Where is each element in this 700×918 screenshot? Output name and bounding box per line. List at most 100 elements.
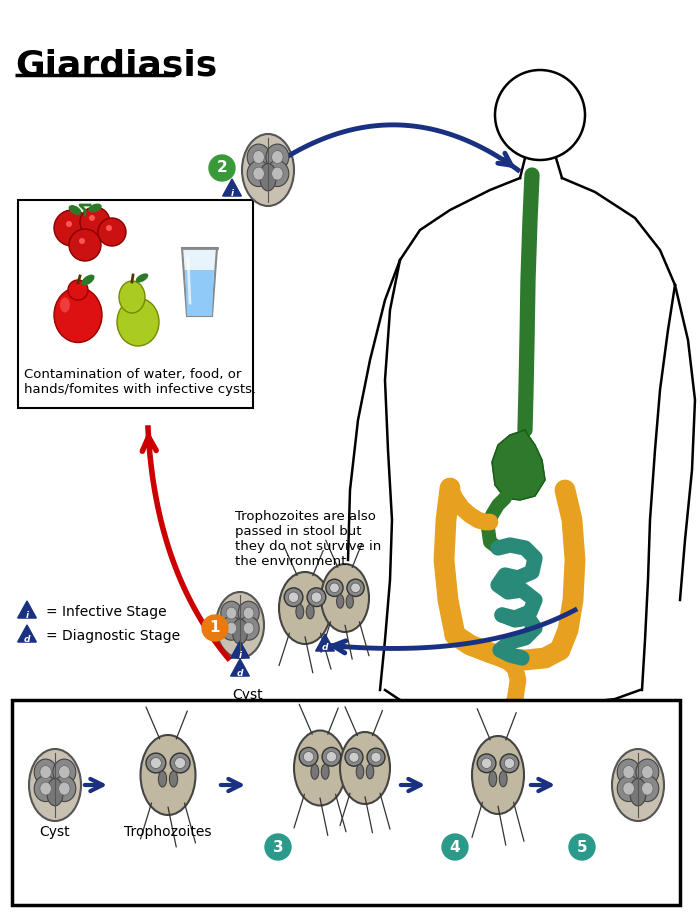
- Ellipse shape: [617, 776, 640, 801]
- Circle shape: [98, 218, 126, 246]
- Circle shape: [569, 834, 595, 860]
- Ellipse shape: [266, 161, 289, 186]
- Circle shape: [351, 583, 360, 593]
- Text: Contamination of water, food, or
hands/fomites with infective cysts.: Contamination of water, food, or hands/f…: [24, 368, 256, 396]
- Circle shape: [146, 753, 166, 773]
- Circle shape: [347, 579, 364, 597]
- Text: i: i: [25, 610, 29, 620]
- Circle shape: [345, 748, 363, 767]
- Ellipse shape: [69, 205, 81, 215]
- Circle shape: [150, 757, 162, 768]
- Ellipse shape: [247, 161, 270, 186]
- Ellipse shape: [253, 151, 265, 163]
- Ellipse shape: [136, 274, 148, 283]
- Circle shape: [482, 758, 492, 768]
- Ellipse shape: [266, 144, 289, 170]
- Circle shape: [326, 579, 343, 597]
- Ellipse shape: [272, 167, 283, 180]
- Ellipse shape: [642, 782, 653, 795]
- Polygon shape: [492, 430, 545, 500]
- Ellipse shape: [59, 766, 70, 778]
- Circle shape: [477, 754, 496, 773]
- Circle shape: [202, 615, 228, 641]
- Circle shape: [326, 752, 337, 762]
- Circle shape: [66, 221, 72, 227]
- Circle shape: [367, 748, 385, 767]
- Text: Giardiasis: Giardiasis: [15, 48, 217, 82]
- Ellipse shape: [489, 771, 497, 787]
- Circle shape: [174, 757, 186, 768]
- Ellipse shape: [642, 766, 653, 778]
- Ellipse shape: [321, 564, 369, 632]
- Text: 1: 1: [210, 621, 220, 635]
- Ellipse shape: [337, 595, 344, 609]
- Text: = Diagnostic Stage: = Diagnostic Stage: [46, 629, 180, 643]
- Circle shape: [330, 583, 340, 593]
- Circle shape: [288, 592, 299, 602]
- Ellipse shape: [247, 144, 270, 170]
- Ellipse shape: [158, 771, 167, 787]
- Ellipse shape: [216, 592, 264, 658]
- Ellipse shape: [119, 281, 145, 313]
- Text: i: i: [230, 188, 234, 197]
- Circle shape: [500, 754, 519, 773]
- Text: 5: 5: [577, 839, 587, 855]
- Circle shape: [80, 207, 110, 237]
- Ellipse shape: [169, 771, 178, 787]
- Ellipse shape: [272, 151, 283, 163]
- Text: Trophozoites: Trophozoites: [125, 825, 211, 839]
- Text: d: d: [24, 634, 30, 644]
- Circle shape: [79, 238, 85, 244]
- Circle shape: [106, 225, 112, 231]
- Circle shape: [54, 210, 90, 246]
- Circle shape: [349, 752, 359, 762]
- Circle shape: [284, 588, 303, 607]
- Ellipse shape: [232, 619, 248, 644]
- Text: 2: 2: [216, 161, 228, 175]
- Circle shape: [89, 215, 95, 221]
- Ellipse shape: [34, 759, 57, 785]
- Ellipse shape: [366, 765, 374, 778]
- Ellipse shape: [60, 297, 70, 312]
- Text: Cyst: Cyst: [40, 825, 70, 839]
- Ellipse shape: [340, 732, 390, 804]
- Ellipse shape: [81, 274, 94, 285]
- Ellipse shape: [636, 759, 659, 785]
- Ellipse shape: [53, 776, 76, 801]
- Ellipse shape: [117, 298, 159, 346]
- Ellipse shape: [617, 759, 640, 785]
- Circle shape: [307, 588, 326, 607]
- Circle shape: [265, 834, 291, 860]
- Ellipse shape: [623, 782, 634, 795]
- Ellipse shape: [34, 776, 57, 801]
- Ellipse shape: [226, 607, 237, 619]
- Ellipse shape: [260, 163, 276, 191]
- Circle shape: [371, 752, 381, 762]
- Polygon shape: [231, 641, 249, 658]
- Ellipse shape: [141, 735, 195, 815]
- Circle shape: [69, 229, 101, 261]
- Circle shape: [209, 155, 235, 181]
- Polygon shape: [182, 248, 217, 316]
- Ellipse shape: [47, 778, 63, 806]
- Ellipse shape: [88, 204, 102, 212]
- Polygon shape: [18, 625, 36, 642]
- Ellipse shape: [53, 759, 76, 785]
- Ellipse shape: [346, 595, 354, 609]
- Ellipse shape: [612, 749, 664, 821]
- Polygon shape: [223, 179, 241, 196]
- Text: Cyst: Cyst: [232, 688, 263, 702]
- Ellipse shape: [499, 771, 507, 787]
- Ellipse shape: [321, 765, 329, 779]
- Ellipse shape: [29, 749, 81, 821]
- Polygon shape: [231, 659, 249, 676]
- Ellipse shape: [40, 782, 51, 795]
- Circle shape: [170, 753, 190, 773]
- Text: Trophozoites are also
passed in stool but
they do not survive in
the environment: Trophozoites are also passed in stool bu…: [235, 510, 382, 568]
- Circle shape: [322, 747, 341, 767]
- Ellipse shape: [472, 736, 524, 814]
- Text: d: d: [237, 668, 244, 677]
- Ellipse shape: [242, 134, 294, 206]
- Text: i: i: [239, 651, 241, 659]
- Ellipse shape: [54, 287, 102, 342]
